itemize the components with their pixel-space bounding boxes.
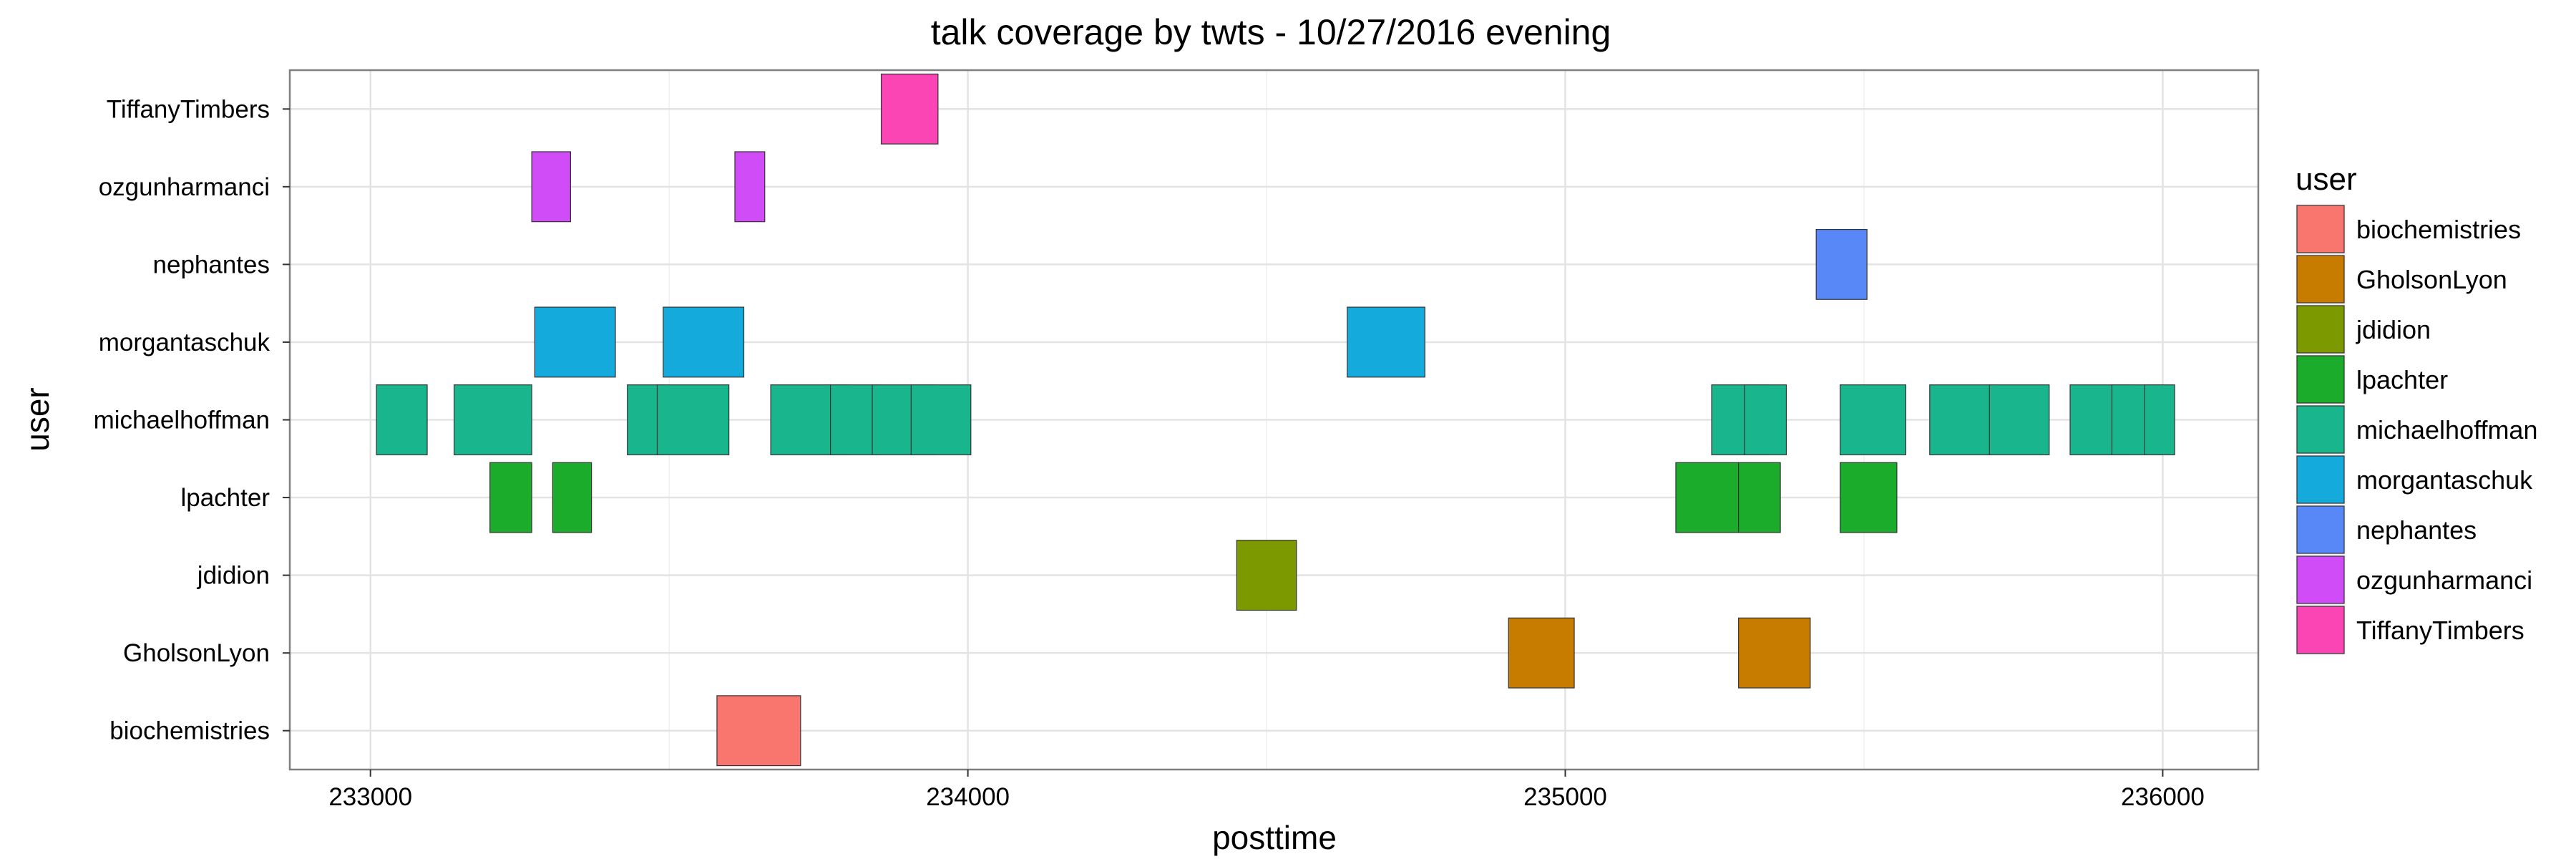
bar-lpachter: [1738, 462, 1781, 533]
bar-michaelhoffman: [656, 384, 730, 455]
bar-jdidion: [1236, 540, 1297, 611]
bar-lpachter: [1675, 462, 1740, 533]
legend-swatch: [2296, 305, 2345, 354]
bar-michaelhoffman: [376, 384, 428, 455]
bar-lpachter: [1839, 462, 1898, 533]
y-axis: biochemistries GholsonLyon jdidion lpachter…: [94, 95, 290, 745]
bar-michaelhoffman: [453, 384, 532, 455]
y-tick-label: lpachter: [180, 484, 270, 512]
chart-title: talk coverage by twts - 10/27/2016 eveni…: [931, 12, 1611, 52]
bar-michaelhoffman: [2144, 384, 2175, 455]
y-tick-label: michaelhoffman: [94, 407, 270, 435]
bar-morgantaschuk: [534, 306, 616, 378]
bar-michaelhoffman: [1839, 384, 1907, 455]
y-tick-label: biochemistries: [109, 717, 270, 745]
bar-morgantaschuk: [1347, 306, 1425, 378]
x-axis: 233000 234000 235000 236000: [328, 770, 2205, 811]
legend-swatch: [2296, 555, 2345, 604]
legend-label: GholsonLyon: [2356, 265, 2507, 294]
legend-items: biochemistries GholsonLyon jdidion lpachter…: [2296, 204, 2537, 655]
legend-label: jdidion: [2356, 315, 2431, 344]
legend-swatch: [2296, 255, 2345, 304]
bar-michaelhoffman: [829, 384, 879, 455]
x-tick-label: 233000: [328, 783, 412, 811]
legend-swatch: [2296, 606, 2345, 654]
legend-label: ozgunharmanci: [2356, 566, 2532, 595]
legend-label: michaelhoffman: [2356, 415, 2537, 445]
bar-lpachter: [489, 462, 532, 533]
bar-nephantes: [1815, 228, 1868, 300]
x-axis-title: posttime: [1212, 819, 1337, 856]
legend-swatch: [2296, 355, 2345, 404]
bar-morgantaschuk: [663, 306, 745, 378]
legend-swatch: [2296, 505, 2345, 554]
legend-label: nephantes: [2356, 515, 2477, 545]
bar-ozgunharmanci: [734, 151, 766, 223]
legend-swatch: [2296, 405, 2345, 454]
legend-title: user: [2296, 162, 2357, 197]
legend: user biochemistries GholsonLyon jdidion lpa…: [2296, 162, 2537, 655]
x-tick-label: 236000: [2121, 783, 2205, 811]
bar-biochemistries: [716, 695, 801, 767]
bar-michaelhoffman: [1929, 384, 1994, 455]
bar-ozgunharmanci: [531, 151, 572, 223]
legend-label: morgantaschuk: [2356, 465, 2533, 495]
y-tick-label: nephantes: [153, 251, 270, 278]
legend-label: TiffanyTimbers: [2356, 616, 2524, 645]
y-tick-label: TiffanyTimbers: [107, 95, 270, 123]
bars: [376, 73, 2175, 767]
bar-michaelhoffman: [1744, 384, 1787, 455]
y-tick-label: GholsonLyon: [123, 639, 270, 667]
legend-swatch: [2296, 455, 2345, 504]
bar-GholsonLyon: [1738, 617, 1811, 689]
legend-label: biochemistries: [2356, 215, 2521, 244]
bar-GholsonLyon: [1508, 617, 1575, 689]
x-tick-label: 235000: [1523, 783, 1607, 811]
legend-label: lpachter: [2356, 365, 2448, 394]
y-tick-label: morgantaschuk: [99, 329, 270, 356]
bar-michaelhoffman: [1989, 384, 2050, 455]
bar-michaelhoffman: [910, 384, 972, 455]
bar-lpachter: [552, 462, 592, 533]
y-tick-label: ozgunharmanci: [99, 173, 270, 201]
y-tick-label: jdidion: [197, 562, 270, 590]
x-tick-label: 234000: [926, 783, 1010, 811]
bar-TiffanyTimbers: [880, 73, 939, 145]
y-axis-title: user: [19, 387, 56, 451]
legend-swatch: [2296, 205, 2345, 253]
